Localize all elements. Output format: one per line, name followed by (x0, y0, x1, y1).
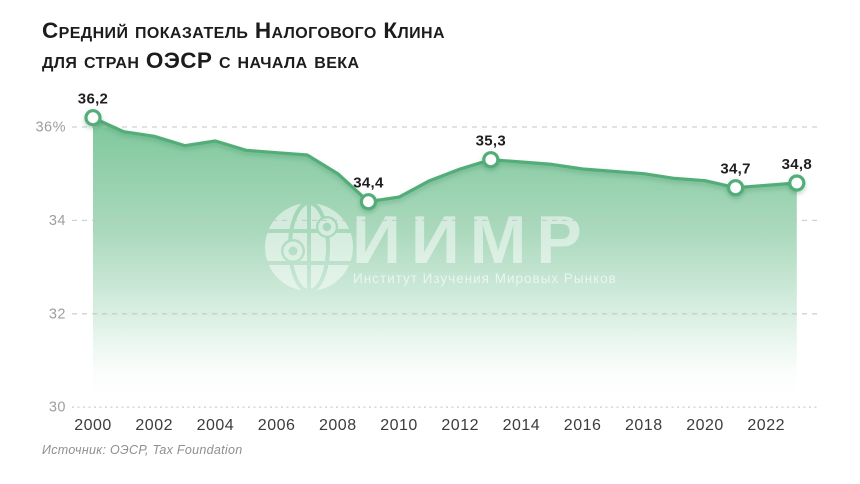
y-axis-labels: 36% 34 32 30 (35, 120, 66, 416)
data-point-marker-2013 (482, 151, 500, 169)
x-tick-label-2016: 2016 (564, 417, 602, 434)
y-tick-label-34: 34 (49, 213, 66, 229)
data-point-marker-2023 (788, 174, 806, 192)
data-point-label-2023: 34,8 (782, 156, 812, 173)
chart-title-line1: Средний показатель Налогового Клина (42, 18, 445, 43)
data-point-marker-2021 (726, 179, 745, 197)
x-axis-labels: 2000 2002 2004 2006 2008 2010 2012 2014 2016 2018… (74, 417, 785, 434)
y-tick-label-30: 30 (49, 400, 66, 416)
globe-network-icon (265, 203, 353, 291)
data-point-label-2000: 36,2 (78, 91, 108, 108)
data-point-label-2009: 34,4 (353, 175, 384, 192)
data-point-label-2013: 35,3 (476, 133, 506, 150)
gridlines (72, 126, 817, 408)
watermark-name: ИИМР (352, 202, 592, 278)
x-tick-label-2014: 2014 (503, 417, 541, 434)
data-point-marker-2009 (359, 193, 377, 211)
watermark: ИИМР Институт Изучения Мировых Рынков (265, 202, 617, 291)
source-note: Источник: ОЭСР, Tax Foundation (42, 443, 243, 457)
y-tick-label-36: 36% (35, 120, 66, 136)
x-tick-label-2004: 2004 (197, 417, 235, 434)
data-point-labels: 36,2 34,4 35,3 34,7 34,8 (78, 91, 812, 192)
x-tick-label-2022: 2022 (747, 417, 785, 434)
x-tick-label-2000: 2000 (74, 417, 112, 434)
x-tick-label-2008: 2008 (319, 417, 357, 434)
y-tick-label-32: 32 (49, 306, 66, 322)
chart-title-line2: для стран ОЭСР с начала века (42, 48, 360, 73)
x-tick-label-2010: 2010 (380, 417, 418, 434)
line-series (91, 116, 799, 204)
x-tick-label-2006: 2006 (258, 417, 296, 434)
x-tick-label-2012: 2012 (441, 417, 479, 434)
x-tick-label-2002: 2002 (135, 417, 173, 434)
x-tick-label-2020: 2020 (686, 417, 724, 434)
chart-title: Средний показатель Налогового Клина для … (42, 16, 445, 76)
data-point-marker-2000 (84, 109, 102, 127)
data-point-label-2021: 34,7 (720, 161, 750, 178)
x-tick-label-2018: 2018 (625, 417, 663, 434)
area-series (93, 117, 797, 407)
data-point-markers (84, 109, 806, 211)
watermark-subtitle: Институт Изучения Мировых Рынков (353, 271, 617, 286)
